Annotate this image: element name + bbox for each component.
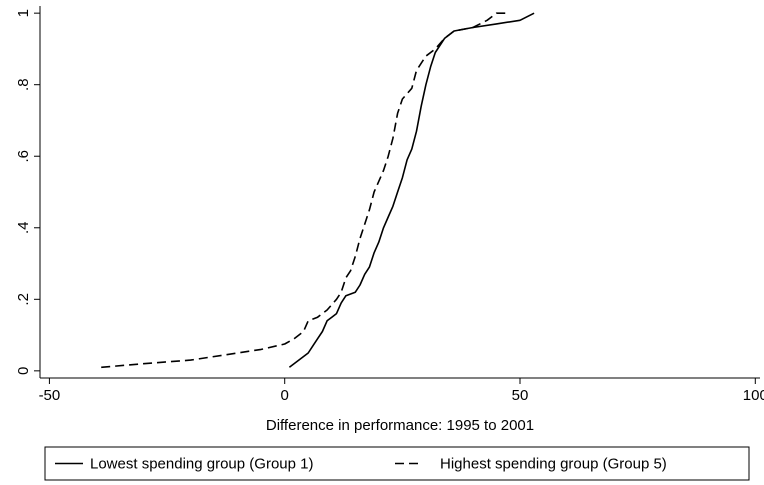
x-axis-title: Difference in performance: 1995 to 2001 — [266, 417, 534, 434]
x-tick-label: 100 — [743, 387, 764, 404]
x-tick-label: 0 — [281, 387, 289, 404]
y-tick-label: .2 — [15, 293, 32, 306]
y-tick-label: .8 — [15, 78, 32, 91]
y-tick-label: 0 — [15, 367, 32, 375]
series-line-2 — [101, 12, 506, 369]
y-tick-label: 1 — [15, 9, 32, 17]
y-tick-label: .6 — [15, 150, 32, 163]
legend-label-1: Lowest spending group (Group 1) — [90, 456, 313, 473]
x-tick-label: -50 — [39, 387, 61, 404]
legend: Lowest spending group (Group 1) Highest s… — [44, 446, 750, 481]
axes: -50 0 50 100 0 .2 .4 .6 .8 1 — [15, 6, 764, 404]
series-line-1 — [288, 12, 535, 368]
x-tick-label: 50 — [512, 387, 529, 404]
y-tick-label: .4 — [15, 222, 32, 235]
legend-label-2: Highest spending group (Group 5) — [440, 456, 667, 473]
series-layer — [101, 12, 535, 369]
